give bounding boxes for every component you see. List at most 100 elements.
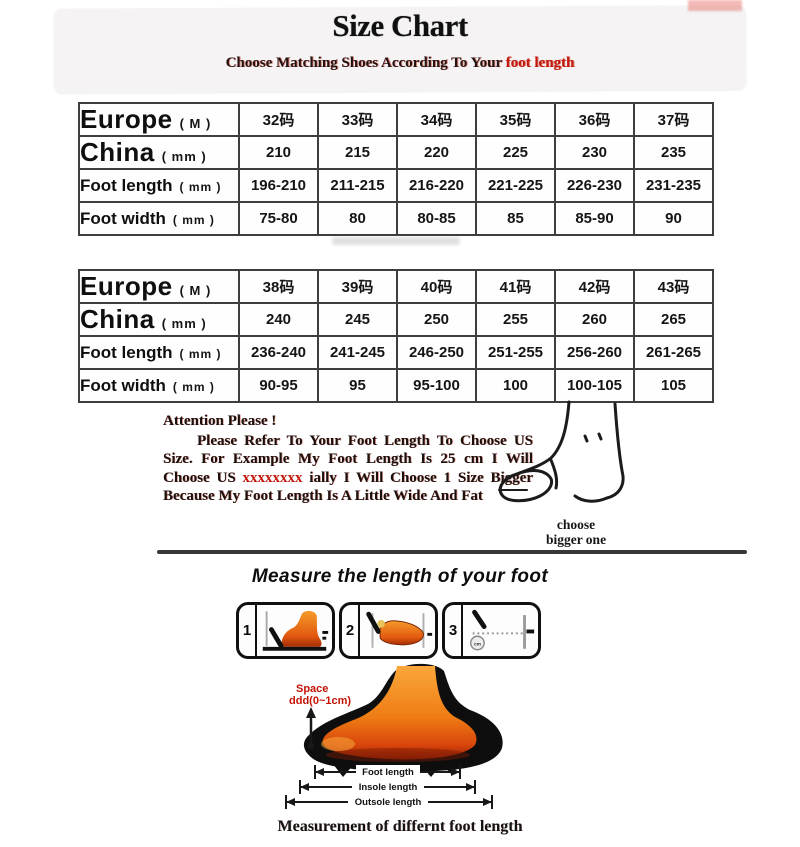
- attention-body-1: Please Refer To Your Foot Length To Choo…: [163, 432, 533, 486]
- insole-length-label: Insole length: [359, 782, 418, 793]
- outsole-length-label: Outsole length: [355, 797, 422, 808]
- size-cell: 40码: [396, 269, 477, 304]
- size-cell: 210: [238, 135, 319, 170]
- size-cell: 105: [633, 368, 714, 403]
- step-number: 3: [445, 605, 463, 656]
- space-arrowhead: [306, 707, 316, 718]
- foot-shading: [326, 748, 470, 762]
- row-label: Foot length( mm ): [78, 335, 240, 370]
- cm-circle-label: cm: [474, 642, 481, 647]
- size-cell: 36码: [554, 102, 635, 137]
- step-number: 1: [239, 605, 257, 656]
- row-label: Europe( M ): [78, 102, 240, 137]
- size-cell: 80: [317, 201, 398, 236]
- size-cell: 241-245: [317, 335, 398, 370]
- size-cell: 38码: [238, 269, 319, 304]
- size-cell: 75-80: [238, 201, 319, 236]
- space-label-line2: ddd(0~1cm): [289, 695, 351, 707]
- attention-block: Attention Please ! Please Refer To Your …: [163, 412, 533, 506]
- size-table-large: Europe( M ) 38码 39码 40码 41码 42码 43码 China( mm )…: [78, 269, 714, 403]
- note-line-2: bigger one: [545, 532, 607, 547]
- note-line-1: choose: [556, 517, 596, 532]
- table-row: Europe( M ) 38码 39码 40码 41码 42码 43码: [78, 269, 714, 304]
- sketch-heel-line: [573, 494, 609, 503]
- subtitle-main: Choose Matching Shoes According To Your: [225, 55, 506, 71]
- row-label: Foot width( mm ): [78, 368, 240, 403]
- size-cell: 35码: [475, 102, 556, 137]
- subtitle-accent: foot length: [505, 55, 575, 71]
- toe-highlight: [321, 737, 355, 751]
- shoe-measurement-illustration: Space ddd(0~1cm) Foot length Insole leng…: [285, 663, 503, 809]
- row-label: Europe( M ): [78, 269, 240, 304]
- step-box-2: 2: [339, 602, 438, 659]
- foot-length-label: Foot length: [362, 767, 414, 778]
- size-cell: 32码: [238, 102, 319, 137]
- size-cell: 211-215: [317, 168, 398, 203]
- size-cell: 100: [475, 368, 556, 403]
- table-row: China( mm ) 210 215 220 225 230 235: [78, 135, 714, 170]
- size-cell: 95-100: [396, 368, 477, 403]
- size-cell: 240: [238, 302, 319, 337]
- bottom-caption: Measurement of differnt foot length: [277, 818, 523, 835]
- measure-ruler-icon: cm: [469, 609, 535, 651]
- row-label: China( mm ): [78, 135, 240, 170]
- size-cell: 85: [475, 201, 556, 236]
- size-cell: 265: [633, 302, 714, 337]
- size-cell: 43码: [633, 269, 714, 304]
- redacted-text: xxxxxxxx: [242, 469, 303, 486]
- size-cell: 246-250: [396, 335, 477, 370]
- corner-artifact: [688, 0, 742, 11]
- measure-heading: Measure the length of your foot: [251, 566, 549, 587]
- size-cell: 90: [633, 201, 714, 236]
- measure-arrowheads: [286, 768, 492, 806]
- size-cell: 230: [554, 135, 635, 170]
- space-arrow-dot: [308, 743, 314, 749]
- size-cell: 41码: [475, 269, 556, 304]
- size-cell: 225: [475, 135, 556, 170]
- sketch-front-line: [515, 400, 571, 476]
- size-cell: 236-240: [238, 335, 319, 370]
- size-cell: 85-90: [554, 201, 635, 236]
- row-label: Foot width( mm ): [78, 201, 240, 236]
- space-label-line1: Space: [296, 683, 328, 695]
- size-cell: 42码: [554, 269, 635, 304]
- page-subtitle: Choose Matching Shoes According To Your …: [0, 55, 800, 72]
- step-box-3: 3 cm: [442, 602, 541, 659]
- size-cell: 33码: [317, 102, 398, 137]
- sketch-dot-2: [597, 432, 603, 441]
- label-bg-2: [352, 780, 424, 793]
- foot-sketch-illustration: [498, 400, 625, 503]
- size-cell: 231-235: [633, 168, 714, 203]
- size-cell: 34码: [396, 102, 477, 137]
- size-cell: 245: [317, 302, 398, 337]
- table-row: Europe( M ) 32码 33码 34码 35码 36码 37码: [78, 102, 714, 137]
- size-table-small: Europe( M ) 32码 33码 34码 35码 36码 37码 China( mm )…: [78, 102, 714, 236]
- trace-footprint-icon: [366, 611, 433, 648]
- choose-bigger-note: choose bigger one: [518, 517, 634, 547]
- size-cell: 216-220: [396, 168, 477, 203]
- size-cell: 196-210: [238, 168, 319, 203]
- size-cell: 100-105: [554, 368, 635, 403]
- sketch-dot-1: [583, 434, 589, 443]
- measure-steps: 1 2: [236, 602, 541, 659]
- table-row: Foot width( mm ) 75-80 80 80-85 85 85-90 90: [78, 201, 714, 236]
- attention-text: Please Refer To Your Foot Length To Choo…: [163, 432, 533, 506]
- row-label: Foot length( mm ): [78, 168, 240, 203]
- row-label: China( mm ): [78, 302, 240, 337]
- table-row: Foot width( mm ) 90-95 95 95-100 100 100-105 1…: [78, 368, 714, 403]
- size-cell: 235: [633, 135, 714, 170]
- foot-shape: [322, 666, 477, 760]
- size-cell: 255: [475, 302, 556, 337]
- label-bg-1: [356, 765, 420, 778]
- size-cell: 215: [317, 135, 398, 170]
- sketch-toe-loop: [498, 469, 554, 503]
- mark-heel-icon: [262, 610, 329, 651]
- size-cell: 90-95: [238, 368, 319, 403]
- size-cell: 256-260: [554, 335, 635, 370]
- watermark-smudge: [332, 237, 460, 245]
- step-number: 2: [342, 605, 360, 656]
- size-cell: 39码: [317, 269, 398, 304]
- attention-heading: Attention Please !: [163, 413, 277, 429]
- size-cell: 220: [396, 135, 477, 170]
